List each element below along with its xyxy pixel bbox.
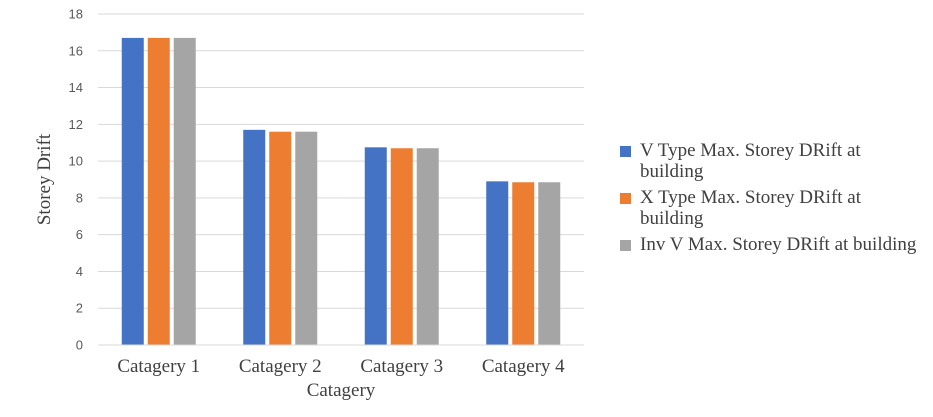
- bars: [121, 37, 561, 346]
- x-tick-label: Catagery 1: [117, 356, 200, 377]
- legend-label-v-type: V Type Max. Storey DRift at building: [640, 140, 861, 182]
- gridlines: [98, 13, 584, 309]
- x-tick-label: Catagery 4: [482, 356, 565, 377]
- legend-swatch-inv-v: [620, 240, 631, 251]
- bar-series-1-category-4: [486, 181, 509, 345]
- y-tick-label: 14: [69, 80, 83, 95]
- bar-series-2-category-4: [512, 182, 535, 345]
- y-axis-title: Storey Drift: [34, 133, 55, 225]
- legend-swatch-v-type: [620, 146, 631, 157]
- y-tick-label: 16: [69, 43, 83, 58]
- legend-item-inv-v: Inv V Max. Storey DRift at building: [620, 234, 920, 255]
- y-tick-label: 8: [76, 190, 83, 205]
- bar-series-2-category-1: [147, 37, 170, 346]
- legend-label-x-type: X Type Max. Storey DRift at building: [640, 187, 862, 229]
- y-tick-label: 10: [69, 154, 83, 169]
- y-tick-label: 0: [76, 338, 83, 353]
- y-tick-label: 4: [76, 264, 83, 279]
- legend-item-x-type: X Type Max. Storey DRift at building: [620, 187, 920, 229]
- x-tick-label: Catagery 3: [360, 356, 443, 377]
- bar-series-3-category-3: [416, 148, 439, 345]
- bar-series-1-category-2: [243, 129, 266, 345]
- legend-swatch-x-type: [620, 193, 631, 204]
- y-tick-label: 12: [69, 117, 83, 132]
- bar-series-3-category-2: [295, 131, 318, 345]
- bar-series-2-category-2: [269, 131, 292, 345]
- legend-label-inv-v: Inv V Max. Storey DRift at building: [640, 234, 917, 255]
- bar-series-2-category-3: [390, 148, 413, 345]
- x-axis-ticks: Catagery 1 Catagery 2 Catagery 3 Catagery 4: [117, 356, 565, 377]
- bar-series-3-category-4: [538, 182, 561, 345]
- y-axis-ticks: 0 2 4 6 8 10 12 14 16 18: [69, 7, 83, 353]
- bar-series-1-category-3: [364, 147, 387, 345]
- bar-series-1-category-1: [121, 37, 144, 346]
- legend: V Type Max. Storey DRift at building X T…: [620, 140, 920, 260]
- y-tick-label: 18: [69, 7, 83, 22]
- x-tick-label: Catagery 2: [239, 356, 322, 377]
- legend-item-v-type: V Type Max. Storey DRift at building: [620, 140, 920, 182]
- y-tick-label: 2: [76, 301, 83, 316]
- x-axis-title: Catagery: [307, 380, 376, 401]
- bar-series-3-category-1: [173, 37, 196, 346]
- y-tick-label: 6: [76, 227, 83, 242]
